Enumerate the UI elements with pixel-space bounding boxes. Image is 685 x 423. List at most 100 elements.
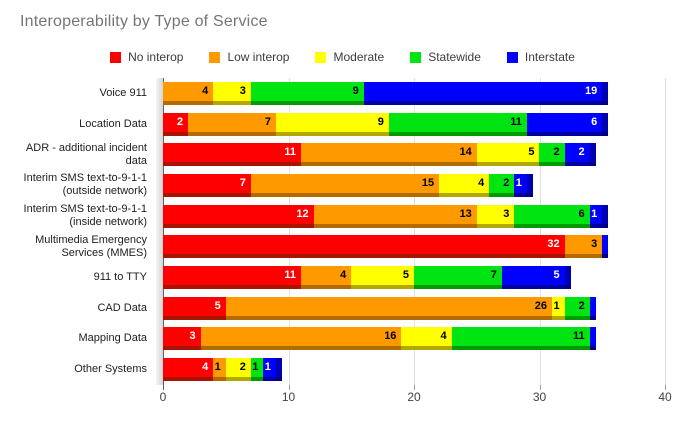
bar-segment-no-interop: 11 [163, 143, 302, 167]
legend-label: Low interop [227, 50, 290, 64]
bar-value-label: 4 [202, 361, 209, 374]
bar-value-label: 32 [547, 238, 560, 251]
bar-segment-low-interop: 4 [163, 81, 214, 105]
bar-segment-low-interop: 13 [313, 204, 477, 228]
bar-segment-moderate: 2 [225, 358, 251, 382]
bar-segment-statewide: 2 [539, 143, 565, 167]
bar-row: 2 7 9 11 6 [163, 109, 665, 140]
legend-label: Interstate [524, 50, 575, 64]
bar-value-label: 1 [553, 299, 560, 312]
bar-value-label: 4 [202, 84, 209, 97]
bar-segment-moderate: 1 [552, 296, 565, 320]
x-tick-label-10: 10 [281, 390, 296, 404]
legend-swatch-icon [110, 51, 122, 63]
bar-value-label: 11 [573, 330, 585, 343]
bar-value-label: 5 [402, 268, 409, 281]
bar-value-label: 5 [528, 146, 535, 159]
bar-segment-no-interop: 2 [163, 112, 189, 136]
category-label: Interim SMS text-to-9-1-1 (outside netwo… [23, 172, 147, 198]
legend-item-statewide: Statewide [410, 50, 481, 64]
bar-segment-statewide: 1 [250, 358, 264, 382]
category-label: Multimedia Emergency Services (MMES) [35, 233, 147, 259]
bar-row: 5 26 1 2 [163, 293, 665, 324]
bar-value-label: 26 [534, 299, 548, 312]
bar-segment-no-interop: 4 [163, 358, 214, 382]
bar-value-label: 2 [553, 146, 560, 159]
bar-segment-interstate: 1 [589, 204, 603, 228]
y-axis-line [163, 78, 164, 390]
bar-segment-low-interop: 14 [301, 143, 477, 167]
bar-value-label: 13 [459, 207, 472, 220]
bar-row: 11 14 5 2 2 [163, 139, 665, 170]
bar-end-cap [589, 296, 596, 320]
bar-segment-interstate: 1 [514, 173, 527, 197]
bar-segment-low-interop: 16 [200, 327, 402, 351]
bar-segment-statewide: 7 [413, 265, 502, 289]
bar-value-label: 9 [352, 84, 359, 97]
category-label: Interim SMS text-to-9-1-1 (inside networ… [23, 203, 147, 229]
bar-row: 32 3 [163, 231, 665, 262]
bar-value-label: 4 [478, 176, 485, 189]
bar-value-label: 16 [384, 330, 397, 343]
bar-segment-no-interop: 5 [163, 296, 226, 320]
bar-segment-no-interop: 32 [163, 235, 565, 259]
bar-value-label: 15 [421, 176, 435, 189]
bar-segment-no-interop: 11 [163, 265, 302, 289]
bar-segment-statewide: 2 [489, 173, 515, 197]
bar-segment-statewide: 9 [250, 81, 364, 105]
bar-end-cap [602, 235, 609, 259]
bar-value-label: 6 [578, 207, 585, 220]
gridline-30 [539, 78, 541, 385]
bar-value-label: 12 [296, 207, 309, 220]
stacked-bar: 12 13 3 6 1 [163, 204, 609, 228]
bar-end-cap [275, 358, 282, 382]
bar-value-label: 5 [553, 268, 560, 281]
tickmark-30 [539, 385, 541, 390]
category-label: Location Data [79, 117, 147, 130]
legend-swatch-icon [506, 51, 518, 63]
bar-value-label: 2 [239, 361, 246, 374]
category-label: Mapping Data [78, 332, 148, 345]
bar-segment-no-interop: 12 [163, 204, 314, 228]
bar-segment-moderate: 9 [275, 112, 389, 136]
gridline-10 [288, 78, 290, 385]
stacked-bar: 5 26 1 2 [163, 296, 596, 320]
bar-segment-statewide: 2 [564, 296, 590, 320]
gridline-20 [414, 78, 415, 385]
bar-segment-low-interop: 3 [564, 235, 603, 259]
bar-row: 12 13 3 6 1 [163, 201, 665, 232]
bar-value-label: 1 [264, 361, 271, 374]
tickmark-40 [665, 385, 666, 390]
bar-value-label: 7 [239, 176, 246, 189]
bar-value-label: 1 [515, 176, 522, 189]
chart-title: Interoperability by Type of Service [20, 13, 268, 30]
bar-row: 4 3 9 19 [163, 78, 665, 109]
bar-segment-low-interop: 7 [188, 112, 276, 136]
bar-value-label: 9 [377, 115, 384, 128]
x-tick-label-20: 20 [407, 390, 421, 404]
bar-value-label: 1 [214, 361, 221, 374]
bar-value-label: 3 [503, 207, 510, 220]
legend-swatch-icon [209, 51, 221, 63]
category-label: Other Systems [74, 363, 147, 376]
gridline-40 [665, 78, 666, 385]
bar-segment-low-interop: 26 [225, 296, 553, 320]
bar-value-label: 5 [214, 299, 221, 312]
bar-segment-moderate: 4 [401, 327, 452, 351]
bar-segment-low-interop: 1 [213, 358, 226, 382]
bar-end-cap [602, 81, 609, 105]
bar-end-cap [589, 143, 596, 167]
legend-label: Statewide [428, 50, 481, 64]
x-tick-label-30: 30 [532, 390, 547, 404]
category-label: ADR - additional incident data [25, 141, 147, 167]
legend: No interop Low interop Moderate Statewide In… [0, 50, 685, 64]
bar-segment-moderate: 3 [213, 81, 251, 105]
bar-segment-statewide: 11 [451, 327, 590, 351]
bar-rows: 4 3 9 19 2 7 9 11 6 11 14 5 2 2 7 15 4 2 1 12 13 3 6 1 32 3 11 4 5 7 5… [163, 78, 665, 385]
bar-value-label: 1 [252, 361, 259, 374]
bar-segment-no-interop: 7 [163, 173, 251, 197]
bar-segment-interstate: 19 [363, 81, 603, 105]
stacked-bar: 32 3 [163, 235, 609, 259]
